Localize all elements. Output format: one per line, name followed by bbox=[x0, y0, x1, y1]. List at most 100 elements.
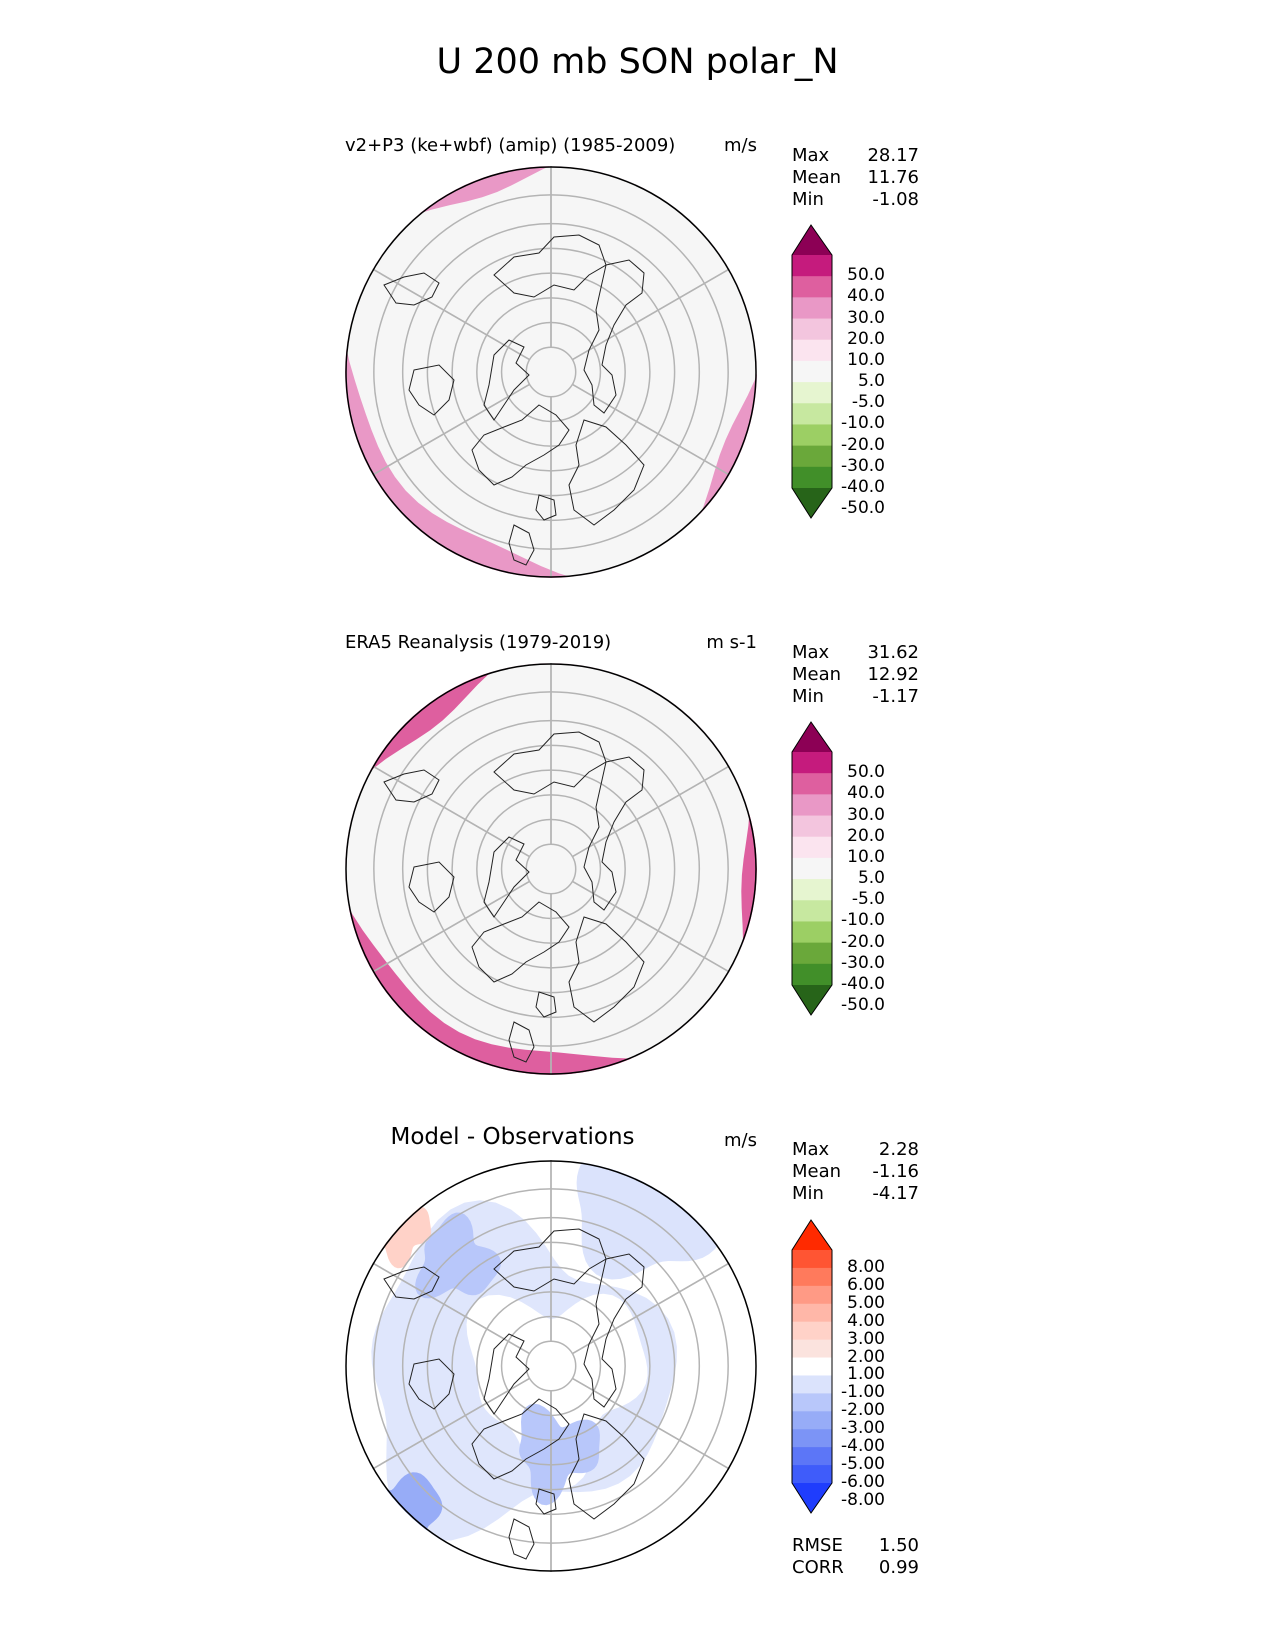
panel1-colorbar-tick-label: 30.0 bbox=[847, 307, 885, 328]
panel3-min-value: -4.17 bbox=[872, 1183, 919, 1204]
panel3-colorbar-tick-label: -3.00 bbox=[841, 1418, 885, 1439]
panel1-meridian-line bbox=[572, 268, 730, 361]
panel1-coastline bbox=[408, 364, 455, 416]
panel2-colorbar-tick-label: -40.0 bbox=[841, 974, 885, 994]
panel3-meridian-line bbox=[572, 1377, 730, 1470]
panel3-mean-value: -1.16 bbox=[872, 1161, 919, 1182]
panel2-min-value: -1.17 bbox=[872, 686, 919, 707]
panel1-colorbar-extend-top bbox=[792, 225, 832, 255]
panel3-title: Model - Observations bbox=[390, 1124, 635, 1150]
panel3-colorbar-tick-label: 4.00 bbox=[847, 1310, 885, 1331]
panel1-colorbar-tick-label: 20.0 bbox=[847, 328, 885, 349]
panel1-coastline bbox=[383, 272, 440, 306]
panel1-colorbar bbox=[791, 224, 833, 519]
panel2-colorbar-swatch bbox=[792, 921, 832, 944]
panel1-colorbar-tick-label: -50.0 bbox=[841, 498, 885, 519]
panel3-colorbar-tick-label: 5.00 bbox=[847, 1292, 885, 1313]
panel1-colorbar-tick-label: 40.0 bbox=[847, 286, 885, 307]
panel2-colorbar-outline bbox=[791, 721, 833, 1016]
panel1-colorbar-tick-label: -40.0 bbox=[841, 477, 885, 497]
panel2-colorbar-swatch bbox=[792, 773, 832, 795]
panel2-colorbar-tick-label: 20.0 bbox=[847, 825, 885, 846]
panel1-coastline bbox=[483, 339, 530, 421]
panel3-polar-map bbox=[345, 1160, 757, 1572]
panel1-map-group bbox=[345, 166, 757, 578]
panel2-map-frame bbox=[345, 663, 757, 1075]
panel1-colorbar-tick-label: -5.0 bbox=[851, 392, 885, 413]
panel1-colorbar-tick-label: 50.0 bbox=[847, 265, 885, 286]
panel1-colorbar-swatch bbox=[792, 424, 832, 447]
panel2-coastline bbox=[483, 836, 530, 918]
panel2-colorbar-tick-label: -30.0 bbox=[841, 952, 885, 973]
panel2-coastline bbox=[568, 916, 645, 1023]
panel1-colorbar-tick-label: -20.0 bbox=[841, 434, 885, 455]
panel2-colorbar bbox=[791, 721, 833, 1016]
panel2-coastline bbox=[535, 991, 557, 1018]
panel3-corr-value: 0.99 bbox=[878, 1557, 919, 1578]
panel3-diff-white-core bbox=[466, 1293, 648, 1489]
panel2-coastline bbox=[583, 756, 645, 911]
panel1-max-label: Max bbox=[792, 145, 830, 166]
panel3-colorbar-tick-label: -1.00 bbox=[841, 1382, 885, 1403]
panel3-colorbar-swatch bbox=[792, 1339, 832, 1359]
panel2-title: ERA5 Reanalysis (1979-2019) bbox=[345, 632, 612, 653]
panel3-colorbar-tick-label: 3.00 bbox=[847, 1328, 885, 1349]
panel3-colorbar-tick-label: -4.00 bbox=[841, 1436, 885, 1457]
panel3-colorbar-tick-label: -8.00 bbox=[841, 1489, 885, 1510]
panel3-colorbar-tick-label: 1.00 bbox=[847, 1364, 885, 1385]
panel3-colorbar-outline bbox=[791, 1219, 833, 1514]
panel2-colorbar-tick-label: 30.0 bbox=[847, 804, 885, 825]
panel1-mean-value: 11.76 bbox=[867, 167, 919, 188]
panel2-colorbar-swatch bbox=[792, 942, 832, 965]
panel3-corr-label: CORR bbox=[792, 1557, 844, 1578]
panel1-coastline bbox=[471, 404, 570, 486]
panel1-max-value: 28.17 bbox=[867, 145, 919, 166]
panel3-colorbar-swatch bbox=[792, 1393, 832, 1412]
panel3-coastline bbox=[583, 1253, 645, 1408]
panel2-colorbar-swatch bbox=[792, 900, 832, 922]
panel2-colorbar-swatch bbox=[792, 963, 832, 986]
panel2-colorbar-swatch bbox=[792, 879, 832, 901]
panel3-colorbar-tick-label: 2.00 bbox=[847, 1346, 885, 1367]
panel3-colorbar-swatch bbox=[792, 1321, 832, 1341]
panel3-coastline bbox=[535, 1488, 557, 1515]
panel1-coastline bbox=[583, 259, 645, 414]
panel3-colorbar-swatch bbox=[792, 1285, 832, 1305]
panel3-colorbar-tick-label: -6.00 bbox=[841, 1472, 885, 1492]
panel3-rmse-value: 1.50 bbox=[878, 1535, 919, 1556]
panel3-colorbar-tick-label: 8.00 bbox=[847, 1256, 885, 1277]
panel3-meridian-line bbox=[572, 1262, 730, 1355]
panel2-mean-value: 12.92 bbox=[867, 664, 919, 685]
panel1-coastline bbox=[535, 494, 557, 521]
panel3-colorbar-tick-label: -5.00 bbox=[841, 1454, 885, 1475]
panel3-max-value: 2.28 bbox=[878, 1139, 919, 1160]
panel3-colorbar-swatch bbox=[792, 1267, 832, 1287]
panel2-meridian-line bbox=[372, 880, 530, 973]
panel2-coastline bbox=[508, 1021, 535, 1063]
panel1-polar-map bbox=[345, 166, 757, 578]
panel1-meridian-line bbox=[372, 383, 530, 476]
panel2-colorbar-swatch bbox=[792, 794, 832, 817]
panel3-diff-blue-patch1 bbox=[415, 1212, 501, 1299]
panel3-coastline bbox=[508, 1518, 535, 1560]
panel3-coastline bbox=[471, 1398, 570, 1480]
panel2-field-core bbox=[475, 784, 638, 953]
panel1-colorbar-swatch bbox=[792, 360, 832, 383]
panel1-min-value: -1.08 bbox=[872, 189, 919, 210]
panel2-colorbar-tick-label: 40.0 bbox=[847, 783, 885, 804]
panel1-colorbar-tick-label: 5.0 bbox=[857, 371, 885, 392]
panel3-coastline bbox=[408, 1358, 455, 1410]
panel1-colorbar-outline bbox=[791, 224, 833, 519]
panel1-colorbar-tick-label: -30.0 bbox=[841, 455, 885, 476]
panel1-field-core bbox=[486, 296, 641, 461]
panel1-colorbar-tick-label: 10.0 bbox=[847, 349, 885, 370]
panel3-colorbar-tick-label: -2.00 bbox=[841, 1400, 885, 1421]
panel1-map-frame bbox=[345, 166, 757, 578]
panel2-colorbar-swatch bbox=[792, 857, 832, 880]
panel2-meridian-line bbox=[572, 765, 730, 858]
panel3-colorbar-swatch bbox=[792, 1465, 832, 1484]
panel2-units: m s-1 bbox=[706, 632, 757, 653]
panel2-polar-map bbox=[345, 663, 757, 1075]
panel3-coastline bbox=[568, 1413, 645, 1520]
panel2-colorbar-tick-label: -5.0 bbox=[851, 889, 885, 910]
